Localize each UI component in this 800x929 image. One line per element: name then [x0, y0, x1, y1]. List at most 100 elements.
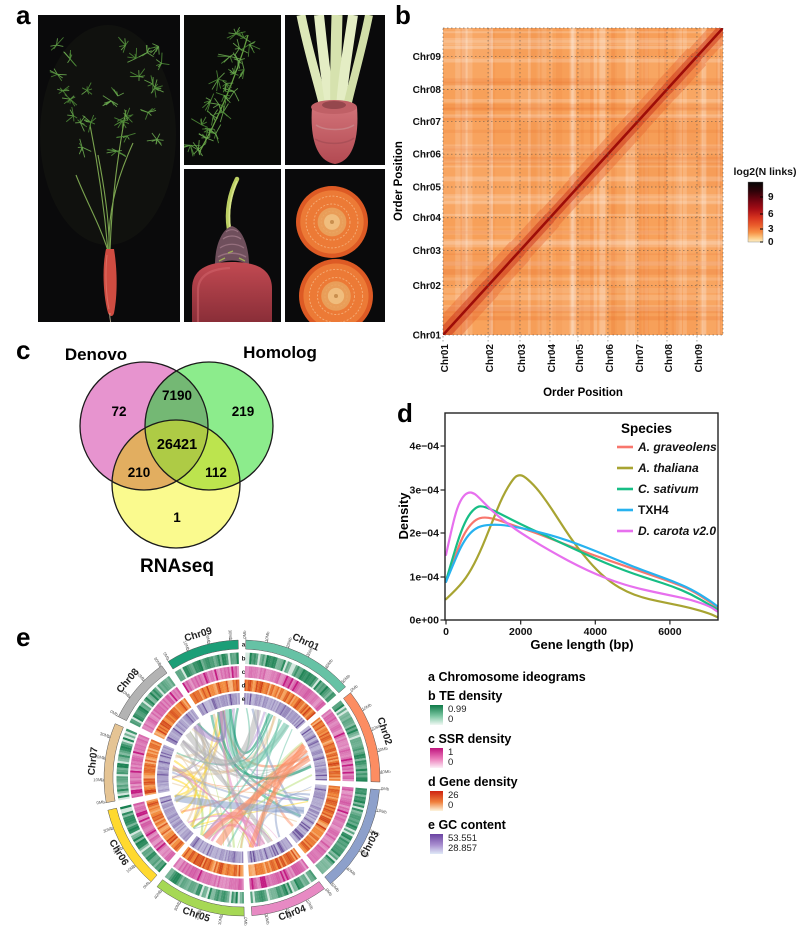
svg-text:0Mb: 0Mb	[381, 786, 390, 792]
svg-text:30Mb: 30Mb	[153, 656, 164, 668]
density-x-axis: 0 2000 4000 6000	[443, 620, 682, 638]
svg-text:Chr04: Chr04	[547, 344, 558, 373]
y-tick-3: 3e−04	[410, 485, 440, 497]
x-tick-0: 0	[443, 626, 449, 638]
svg-text:0Mb: 0Mb	[109, 709, 119, 717]
venn-count-denovo-only: 72	[111, 404, 126, 419]
venn-count-rnaseq-only: 1	[173, 510, 181, 525]
legend-row-b-title: b TE density	[428, 689, 503, 703]
legend-species-3: TXH4	[638, 503, 669, 517]
svg-text:0Mb: 0Mb	[162, 651, 171, 661]
svg-text:10Mb: 10Mb	[93, 777, 104, 782]
gene-length-density-plot: 0e+00 1e−04 2e−04 3e−04 4e−04 0 2000 400…	[396, 412, 719, 652]
panel-a-label: a	[16, 0, 31, 30]
svg-text:10Mb: 10Mb	[264, 630, 271, 642]
svg-text:Chr04: Chr04	[413, 213, 442, 224]
svg-text:10Mb: 10Mb	[376, 807, 388, 815]
svg-text:40Mb: 40Mb	[324, 657, 335, 669]
svg-text:Chr08: Chr08	[413, 85, 442, 96]
legend-row-d-swatch: 26 0	[430, 791, 663, 811]
venn-set-denovo: Denovo	[65, 345, 127, 364]
svg-text:30Mb: 30Mb	[173, 900, 182, 912]
root-shoulder	[311, 100, 358, 164]
heatmap-axes: Chr01 Chr02 Chr03 Chr04 Chr05 Chr06 Chr07 Chr08…	[413, 52, 705, 372]
svg-text:20Mb: 20Mb	[135, 671, 146, 682]
legend-species-1: A. thaliana	[637, 461, 699, 475]
hic-heatmap: Chr01 Chr02 Chr03 Chr04 Chr05 Chr06 Chr07 Chr08…	[393, 27, 797, 399]
svg-text:10Mb: 10Mb	[182, 640, 191, 652]
svg-text:20Mb: 20Mb	[369, 828, 381, 837]
svg-text:0Mb: 0Mb	[324, 887, 333, 897]
venn-set-homolog: Homolog	[243, 343, 317, 362]
venn-count-denovo-homolog: 7190	[162, 388, 192, 403]
venn-count-homolog-rnaseq: 112	[205, 465, 227, 480]
density-curves	[444, 474, 719, 619]
photo-leaf	[184, 15, 281, 165]
x-tick-3: 6000	[658, 626, 682, 638]
svg-text:30Mb: 30Mb	[377, 746, 389, 753]
svg-text:50Mb: 50Mb	[330, 882, 341, 894]
svg-text:Chr07: Chr07	[86, 746, 100, 776]
svg-text:Chr02: Chr02	[374, 716, 393, 747]
svg-text:Chr09: Chr09	[413, 52, 442, 63]
x-tick-2: 4000	[584, 626, 608, 638]
venn-count-homolog-only: 219	[232, 404, 255, 419]
petiole-stalks	[296, 15, 373, 113]
svg-text:Chr02: Chr02	[413, 281, 442, 292]
panel-a-photos	[38, 15, 385, 322]
gc-content-swatch	[430, 834, 443, 854]
y-tick-4: 4e−04	[410, 441, 440, 453]
svg-text:Chr08: Chr08	[664, 344, 675, 373]
plot-frame	[444, 412, 719, 621]
panel-e-label: e	[16, 622, 31, 652]
svg-text:b: b	[242, 655, 246, 662]
svg-text:10Mb: 10Mb	[217, 914, 224, 926]
circos-plot: 0Mb 10Mb 20Mb30Mb40Mb50MbChr010Mb10Mb20Mb3…	[86, 625, 393, 926]
circos-chords	[171, 707, 313, 849]
venn-diagram: Denovo Homolog RNAseq 72 7190 219 210 26…	[65, 343, 317, 577]
svg-text:20Mb: 20Mb	[194, 908, 202, 920]
svg-text:30Mb: 30Mb	[305, 645, 315, 657]
svg-text:10Mb: 10Mb	[120, 689, 132, 700]
density-y-title: Density	[396, 492, 411, 540]
svg-text:Chr02: Chr02	[485, 344, 496, 373]
svg-text:30Mb: 30Mb	[264, 914, 271, 926]
legend-row-e-swatch: 53.551 28.857	[430, 834, 663, 854]
svg-text:0Mb: 0Mb	[243, 917, 248, 926]
svg-text:20Mb: 20Mb	[371, 723, 383, 732]
y-tick-2: 2e−04	[410, 528, 440, 540]
svg-text:0Mb: 0Mb	[142, 880, 152, 890]
svg-text:50Mb: 50Mb	[340, 673, 352, 684]
venn-set-rnaseq: RNAseq	[140, 556, 214, 577]
photo-root-crown	[184, 169, 281, 322]
y-tick-1: 1e−04	[410, 572, 440, 584]
svg-text:20Mb: 20Mb	[285, 908, 293, 920]
colorbar-tick-9: 9	[768, 192, 774, 203]
root-body	[192, 262, 272, 322]
ssr-density-swatch	[430, 748, 443, 768]
gene-density-swatch	[430, 791, 443, 811]
svg-text:30Mb: 30Mb	[102, 825, 114, 834]
svg-text:0Mb: 0Mb	[349, 683, 359, 692]
circos-rings	[103, 639, 381, 917]
svg-text:Chr03: Chr03	[413, 246, 442, 257]
svg-text:20Mb: 20Mb	[94, 754, 106, 760]
heatmap-x-title: Order Position	[543, 387, 623, 399]
legend-row-b-swatch: 0.99 0	[430, 705, 663, 725]
svg-text:20Mb: 20Mb	[112, 845, 124, 855]
sprout	[225, 176, 240, 232]
svg-text:10Mb: 10Mb	[361, 702, 373, 712]
svg-text:Chr01: Chr01	[440, 344, 451, 373]
svg-text:30Mb: 30Mb	[227, 630, 233, 642]
svg-text:Chr09: Chr09	[694, 344, 705, 373]
svg-text:10Mb: 10Mb	[305, 899, 315, 911]
density-y-axis: 0e+00 1e−04 2e−04 3e−04 4e−04	[410, 441, 445, 627]
panel-c-label: c	[16, 335, 31, 365]
colorbar-title: log2(N links)	[733, 166, 796, 178]
svg-text:40Mb: 40Mb	[153, 888, 164, 900]
svg-text:0Mb: 0Mb	[242, 630, 247, 639]
panel-b-label: b	[395, 0, 411, 30]
svg-text:d: d	[242, 682, 246, 689]
